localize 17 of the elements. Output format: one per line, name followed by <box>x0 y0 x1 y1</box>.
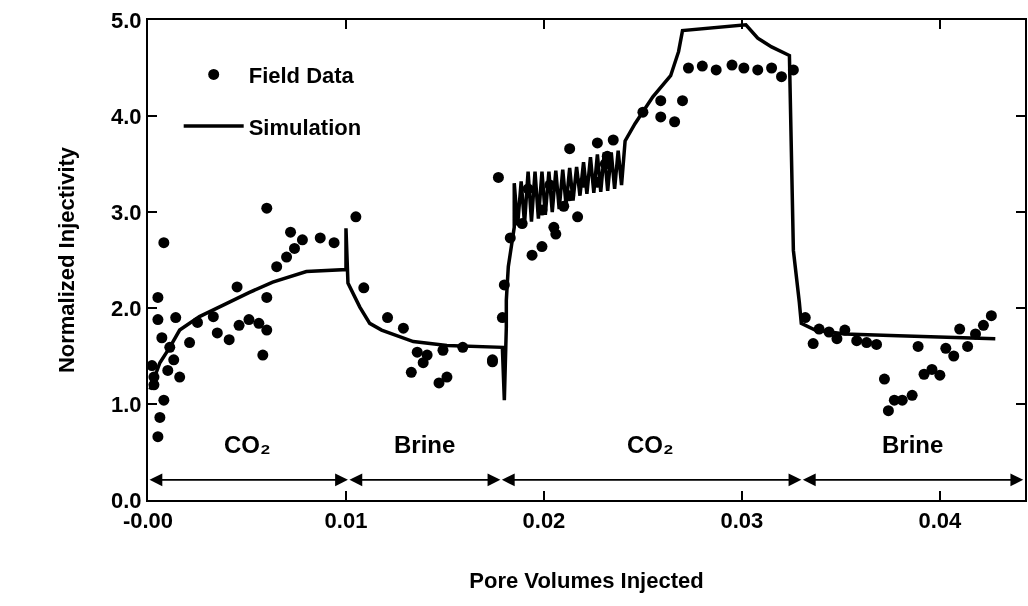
y-axis-title: Normalized Injectivity <box>54 146 80 374</box>
annotation: CO₂ <box>627 431 674 458</box>
y-tick-label: 2.0 <box>111 295 142 321</box>
annotation: Brine <box>394 431 456 458</box>
x-tick-label: 0.01 <box>324 508 368 534</box>
y-tick-label: 1.0 <box>111 391 142 417</box>
annotation: Brine <box>882 431 944 458</box>
y-tick-label: 3.0 <box>111 199 142 225</box>
x-tick-label: 0.02 <box>522 508 566 534</box>
y-tick-label: 4.0 <box>111 103 142 129</box>
x-tick-label: 0.04 <box>918 508 963 534</box>
legend-label: Field Data <box>248 62 355 88</box>
x-axis-title: Pore Volumes Injected <box>469 567 704 593</box>
annotation: CO₂ <box>224 431 271 458</box>
legend-label: Simulation <box>248 114 362 140</box>
y-tick-label: 5.0 <box>111 7 142 33</box>
x-tick-label: 0.03 <box>720 508 764 534</box>
